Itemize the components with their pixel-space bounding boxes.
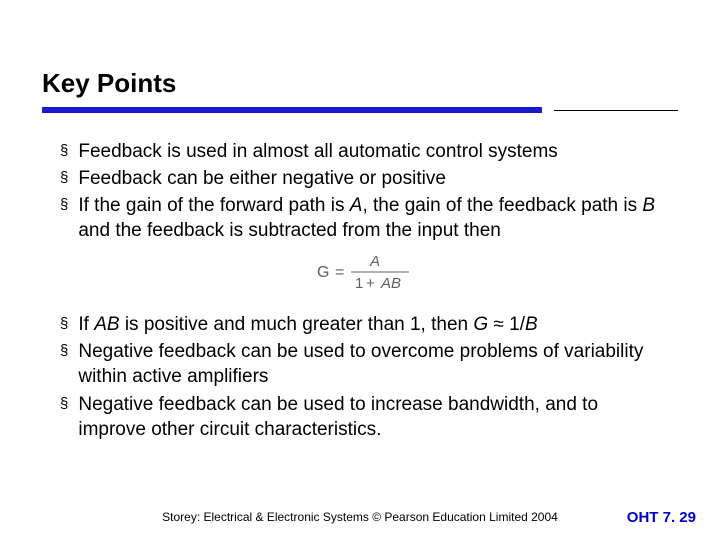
formula-denom-1: 1 <box>355 275 363 292</box>
bullet-text: Feedback is used in almost all automatic… <box>78 139 557 164</box>
bullet-text: Negative feedback can be used to increas… <box>78 392 668 442</box>
formula-numer: A <box>369 253 380 270</box>
title-underline <box>42 107 678 113</box>
footer: Storey: Electrical & Electronic Systems … <box>0 510 720 524</box>
bullet-item: § Negative feedback can be used to increa… <box>60 392 668 442</box>
bullet-marker-icon: § <box>60 314 68 334</box>
bullet-list-bottom: § If AB is positive and much greater than… <box>60 312 668 441</box>
formula-G: G <box>317 264 329 281</box>
bullet-item: § If AB is positive and much greater than… <box>60 312 668 337</box>
bullet-text: Negative feedback can be used to overcom… <box>78 339 668 389</box>
bullet-item: § If the gain of the forward path is A, t… <box>60 193 668 243</box>
bullet-marker-icon: § <box>60 168 68 188</box>
formula-denom-plus: + <box>366 275 375 292</box>
footer-text: Storey: Electrical & Electronic Systems … <box>162 510 558 524</box>
slide-title: Key Points <box>42 68 678 99</box>
bullet-text: If AB is positive and much greater than … <box>78 312 537 337</box>
bullet-item: § Feedback is used in almost all automati… <box>60 139 668 164</box>
bullet-marker-icon: § <box>60 141 68 161</box>
bullet-text: Feedback can be either negative or posit… <box>78 166 446 191</box>
slide-container: Key Points § Feedback is used in almost a… <box>0 0 720 540</box>
content-area: § Feedback is used in almost all automati… <box>42 139 678 442</box>
slide-number: OHT 7. 29 <box>627 509 696 526</box>
bullet-item: § Negative feedback can be used to overco… <box>60 339 668 389</box>
bullet-text: If the gain of the forward path is A, th… <box>78 193 668 243</box>
bullet-list-top: § Feedback is used in almost all automati… <box>60 139 668 243</box>
formula-eq: = <box>335 264 344 281</box>
formula-denom-AB: AB <box>380 275 401 292</box>
formula: G = A 1 + AB <box>60 251 668 298</box>
bullet-marker-icon: § <box>60 341 68 361</box>
bullet-marker-icon: § <box>60 195 68 215</box>
bullet-marker-icon: § <box>60 394 68 414</box>
bullet-item: § Feedback can be either negative or posi… <box>60 166 668 191</box>
